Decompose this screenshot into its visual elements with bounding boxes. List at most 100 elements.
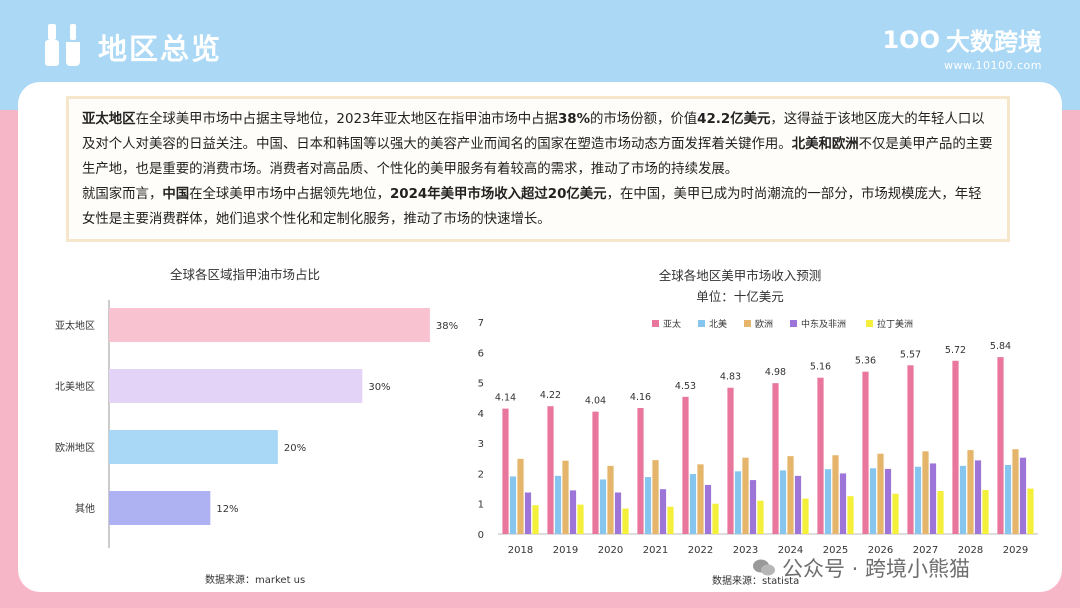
bar-2020-亚太 bbox=[592, 411, 599, 534]
bar-欧洲地区 bbox=[109, 430, 278, 464]
summary-p1-segment-0: 亚太地区 bbox=[82, 112, 136, 127]
bar-2022-欧洲 bbox=[697, 464, 704, 534]
right-chart-source: 数据来源：statista bbox=[712, 576, 800, 587]
x-tick-label: 2025 bbox=[823, 545, 848, 556]
bar-2028-亚太 bbox=[952, 360, 959, 534]
bar-2020-欧洲 bbox=[607, 465, 614, 534]
bar-2021-亚太 bbox=[637, 408, 644, 534]
bar-2023-欧洲 bbox=[742, 457, 749, 534]
bar-2019-中东及非洲 bbox=[569, 490, 577, 534]
nail-polish-icon bbox=[45, 24, 80, 66]
x-tick-label: 2027 bbox=[913, 545, 938, 556]
legend-swatch-1 bbox=[698, 320, 705, 327]
summary-p1-segment-7: 不仅是美甲产品的主要生产地，也是重要的消费市场。消费者对高品质、个性化的美甲服务… bbox=[82, 137, 993, 177]
x-tick-label: 2023 bbox=[733, 545, 758, 556]
data-label: 4.16 bbox=[630, 392, 651, 403]
bar-2023-拉丁美洲 bbox=[757, 500, 764, 534]
data-label: 5.84 bbox=[990, 341, 1011, 352]
bar-2029-拉丁美洲 bbox=[1027, 488, 1034, 534]
legend-label-2: 欧洲 bbox=[755, 318, 773, 330]
bar-2023-亚太 bbox=[727, 387, 734, 534]
bar-2024-欧洲 bbox=[787, 456, 794, 534]
y-tick-label: 0 bbox=[478, 530, 484, 541]
bar-2018-北美 bbox=[509, 476, 517, 534]
bar-2026-拉丁美洲 bbox=[892, 493, 899, 534]
x-tick-label: 2020 bbox=[598, 545, 623, 556]
bar-2019-拉丁美洲 bbox=[577, 504, 584, 534]
y-tick-label: 3 bbox=[478, 439, 484, 450]
bar-2023-中东及非洲 bbox=[749, 480, 757, 534]
bar-2027-亚太 bbox=[907, 365, 914, 534]
legend-swatch-3 bbox=[790, 320, 797, 327]
data-label: 4.53 bbox=[675, 381, 696, 392]
bar-2019-欧洲 bbox=[562, 460, 569, 534]
bar-2022-北美 bbox=[689, 474, 697, 534]
bar-亚太地区 bbox=[109, 308, 430, 342]
regional-share-chart: 亚太地区 38% 北美地区 30% 欧洲地区 20% 其他 12% bbox=[55, 300, 458, 548]
summary-paragraph-1: 亚太地区在全球美甲市场中占据主导地位，2023年亚太地区在指甲油市场中占据38%… bbox=[82, 107, 994, 182]
bar-2025-欧洲 bbox=[832, 455, 839, 534]
summary-p1-segment-6: 北美和欧洲 bbox=[791, 137, 859, 152]
x-tick-label: 2018 bbox=[508, 545, 533, 556]
legend-label-1: 北美 bbox=[709, 318, 727, 330]
data-label: 4.98 bbox=[765, 367, 786, 378]
right-chart-subtitle: 单位：十亿美元 bbox=[696, 289, 784, 304]
bar-2018-拉丁美洲 bbox=[532, 505, 539, 534]
bar-2026-欧洲 bbox=[877, 453, 884, 534]
data-label: 4.83 bbox=[720, 372, 741, 383]
bar-2029-北美 bbox=[1004, 464, 1012, 534]
summary-p1-segment-4: 42.2亿美元 bbox=[697, 112, 771, 127]
bar-2021-拉丁美洲 bbox=[667, 506, 674, 534]
legend-swatch-0 bbox=[652, 320, 659, 327]
summary-p2-segment-2: 在全球美甲市场中占据领先地位， bbox=[189, 187, 390, 202]
summary-p2-segment-4: ，在中国，美甲已成为时尚潮流的一部分，市场规模庞大，年轻女性是主要消费群体，她们… bbox=[82, 187, 982, 227]
bar-2025-中东及非洲 bbox=[839, 473, 847, 534]
bar-2023-北美 bbox=[734, 471, 742, 534]
left-chart-source: 数据来源：market us bbox=[205, 575, 306, 586]
bar-2026-中东及非洲 bbox=[884, 468, 892, 534]
y-tick-label: 6 bbox=[478, 348, 484, 359]
bar-2028-拉丁美洲 bbox=[982, 490, 989, 534]
category-label: 其他 bbox=[75, 502, 95, 515]
data-label: 4.22 bbox=[540, 390, 561, 401]
bar-2024-中东及非洲 bbox=[794, 475, 802, 534]
bar-2022-中东及非洲 bbox=[704, 484, 712, 534]
brand-mark: 1OO bbox=[882, 25, 940, 54]
data-label: 5.16 bbox=[810, 362, 831, 373]
x-tick-label: 2021 bbox=[643, 545, 668, 556]
bar-2022-拉丁美洲 bbox=[712, 503, 719, 534]
page-title: 地区总览 bbox=[98, 32, 223, 66]
bar-2029-中东及非洲 bbox=[1019, 457, 1027, 534]
bar-2019-亚太 bbox=[547, 406, 554, 534]
revenue-forecast-chart: 0 1 2 3 4 5 6 7 亚太 北美 欧洲 中东及非洲 拉丁美洲 4.14 2018 4.22 2019 4… bbox=[478, 318, 1038, 556]
data-label: 4.04 bbox=[585, 396, 606, 407]
x-tick-label: 2024 bbox=[778, 545, 803, 556]
value-label: 30% bbox=[368, 382, 390, 393]
bar-2018-亚太 bbox=[502, 408, 509, 534]
summary-p2-segment-3: 2024年美甲市场收入超过20亿美元 bbox=[389, 187, 607, 202]
x-tick-label: 2019 bbox=[553, 545, 578, 556]
x-tick-label: 2026 bbox=[868, 545, 893, 556]
category-label: 亚太地区 bbox=[55, 319, 95, 332]
x-tick-label: 2022 bbox=[688, 545, 713, 556]
right-chart-title: 全球各地区美甲市场收入预测 bbox=[658, 268, 822, 283]
bar-2024-北美 bbox=[779, 470, 787, 534]
bar-2021-欧洲 bbox=[652, 460, 659, 534]
bar-2020-中东及非洲 bbox=[614, 492, 622, 534]
bar-2024-亚太 bbox=[772, 383, 779, 534]
bar-2025-拉丁美洲 bbox=[847, 496, 854, 534]
summary-box: 亚太地区在全球美甲市场中占据主导地位，2023年亚太地区在指甲油市场中占据38%… bbox=[66, 96, 1010, 242]
data-label: 5.72 bbox=[945, 345, 966, 356]
summary-p2-segment-1: 中国 bbox=[162, 187, 190, 202]
y-tick-label: 2 bbox=[478, 469, 484, 480]
bar-2025-亚太 bbox=[817, 377, 824, 534]
bar-2024-拉丁美洲 bbox=[802, 498, 809, 534]
summary-p1-segment-1: 在全球美甲市场中占据主导地位，2023年亚太地区在指甲油市场中占据 bbox=[135, 112, 558, 127]
value-label: 12% bbox=[216, 504, 238, 515]
bar-2026-亚太 bbox=[862, 371, 869, 534]
data-label: 4.14 bbox=[495, 393, 516, 404]
summary-p1-segment-2: 38% bbox=[557, 112, 591, 127]
y-tick-label: 1 bbox=[478, 500, 484, 511]
value-label: 20% bbox=[284, 443, 306, 454]
bar-2027-中东及非洲 bbox=[929, 463, 937, 534]
